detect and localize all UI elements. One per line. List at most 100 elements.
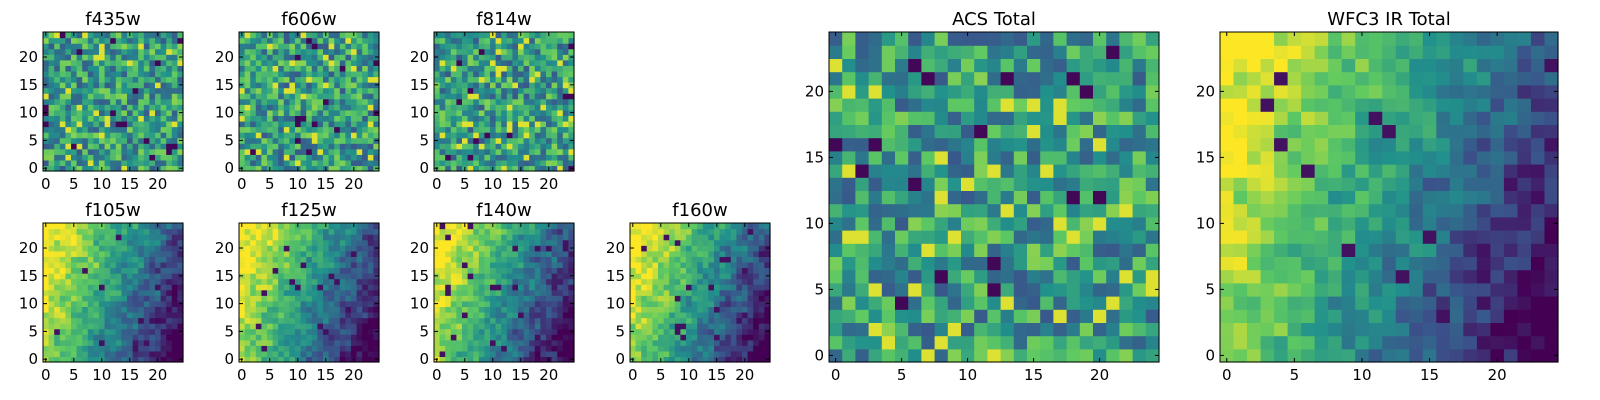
heatmap-cell: [987, 203, 1002, 218]
heatmap-cell: [278, 300, 285, 307]
heatmap-cell: [171, 154, 178, 161]
heatmap-cell: [758, 261, 765, 269]
heatmap-cell: [166, 59, 173, 66]
heatmap-cell: [478, 228, 485, 235]
heatmap-cell: [1119, 190, 1134, 205]
heatmap-cell: [1093, 309, 1107, 323]
heatmap-cell: [115, 104, 122, 111]
x-tick-label: 0: [41, 366, 51, 384]
heatmap-cell: [48, 87, 55, 94]
heatmap-cell: [540, 223, 547, 230]
heatmap-cell: [557, 76, 564, 83]
heatmap-cell: [1093, 348, 1107, 363]
heatmap-cell: [669, 223, 676, 230]
heatmap-cell: [328, 109, 335, 116]
heatmap-cell: [518, 261, 525, 269]
heatmap-cell: [323, 289, 330, 296]
heatmap-cell: [87, 165, 94, 172]
y-tick-label: 10: [410, 104, 429, 122]
heatmap-cell: [65, 132, 72, 139]
heatmap-cell: [171, 65, 178, 72]
heatmap-cell: [1013, 203, 1028, 218]
heatmap-cell: [255, 109, 262, 116]
heatmap-cell: [244, 284, 251, 291]
heatmap-cell: [506, 284, 513, 291]
heatmap-cell: [132, 48, 139, 55]
heatmap-cell: [323, 120, 330, 128]
heatmap-cell: [719, 245, 726, 252]
heatmap-cell: [456, 223, 463, 230]
heatmap-cell: [160, 148, 167, 155]
heatmap-cell: [490, 43, 497, 50]
heatmap-cell: [339, 137, 346, 144]
heatmap-cell: [250, 311, 257, 319]
heatmap-cell: [295, 48, 302, 55]
heatmap-cell: [518, 295, 525, 302]
heatmap-cell: [115, 132, 122, 139]
heatmap-cell: [171, 261, 178, 269]
heatmap-cell: [54, 284, 61, 291]
heatmap-cell: [121, 284, 128, 291]
heatmap-cell: [551, 65, 558, 72]
heatmap-cell: [450, 143, 457, 150]
heatmap-cell: [59, 159, 66, 167]
heatmap-cell: [630, 317, 637, 324]
heatmap-cell: [719, 273, 726, 280]
heatmap-cell: [177, 323, 184, 330]
heatmap-cell: [742, 250, 749, 257]
heatmap-cell: [138, 223, 145, 230]
heatmap-cell: [473, 159, 480, 167]
heatmap-cell: [362, 350, 369, 358]
heatmap-cell: [93, 70, 100, 78]
heatmap-cell: [317, 54, 324, 61]
heatmap-cell: [557, 273, 564, 280]
heatmap-cell: [434, 98, 441, 105]
heatmap-cell: [518, 300, 525, 307]
heatmap-cell: [267, 82, 274, 89]
heatmap-cell: [317, 223, 324, 230]
heatmap-cell: [1132, 309, 1147, 323]
heatmap-cell: [278, 228, 285, 235]
heatmap-cell: [132, 300, 139, 307]
heatmap-cell: [719, 267, 726, 274]
heatmap-cell: [166, 104, 173, 111]
heatmap-cell: [99, 267, 106, 274]
heatmap-cell: [300, 311, 307, 319]
heatmap-cell: [295, 273, 302, 280]
heatmap-cell: [127, 104, 134, 111]
heatmap-cell: [473, 256, 480, 263]
heatmap-cell: [367, 323, 374, 330]
heatmap-cell: [669, 278, 676, 285]
heatmap-cell: [742, 311, 749, 319]
heatmap-cell: [115, 350, 122, 358]
heatmap-cell: [484, 70, 491, 78]
heatmap-cell: [478, 306, 485, 313]
heatmap-cell: [121, 345, 128, 352]
heatmap-cell: [267, 284, 274, 291]
heatmap-cell: [351, 334, 358, 341]
heatmap-cell: [551, 104, 558, 111]
heatmap-cell: [250, 98, 257, 105]
heatmap-cell: [121, 228, 128, 235]
x-tick-label: 15: [316, 175, 335, 193]
heatmap-cell: [1079, 269, 1094, 284]
heatmap-cell: [138, 32, 145, 39]
y-tick-label: 0: [28, 159, 38, 177]
heatmap-cell: [1013, 256, 1028, 271]
heatmap-cell: [87, 328, 94, 335]
heatmap-cell: [267, 120, 274, 128]
heatmap-cell: [345, 234, 352, 241]
heatmap-cell: [295, 132, 302, 139]
heatmap-cell: [1040, 322, 1054, 337]
heatmap-cell: [747, 273, 754, 280]
heatmap-cell: [300, 76, 307, 83]
heatmap-cell: [551, 239, 558, 246]
heatmap-cell: [244, 328, 251, 335]
heatmap-cell: [1106, 269, 1120, 284]
heatmap-cell: [267, 137, 274, 144]
heatmap-cell: [546, 109, 553, 116]
heatmap-cell: [267, 278, 274, 285]
heatmap-cell: [697, 289, 704, 296]
heatmap-cell: [373, 289, 380, 296]
heatmap-cell: [562, 350, 569, 358]
